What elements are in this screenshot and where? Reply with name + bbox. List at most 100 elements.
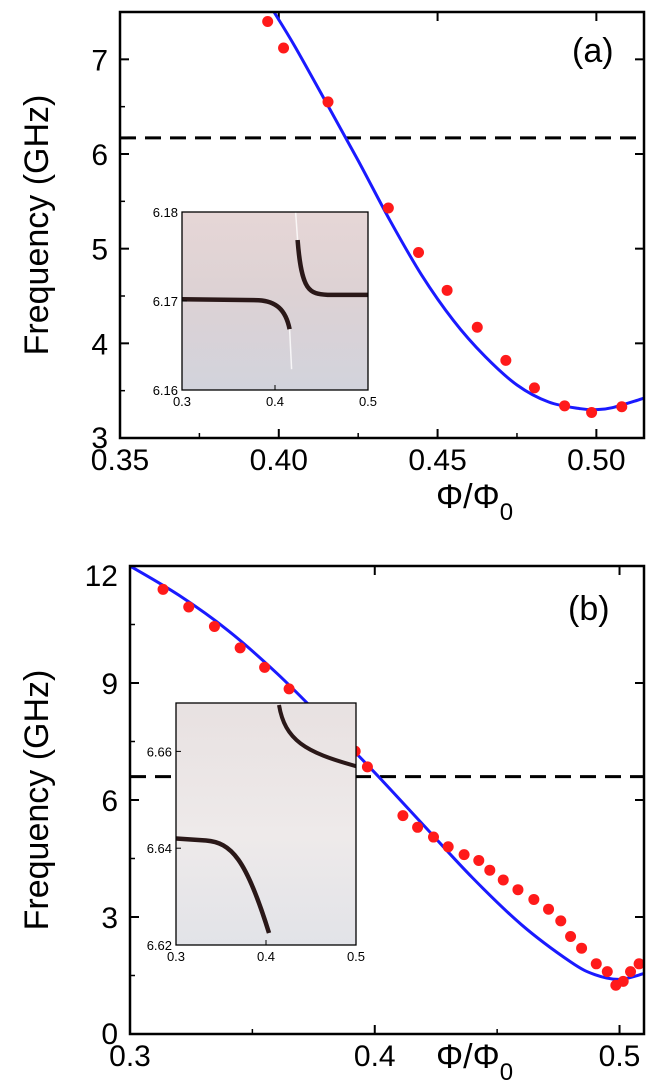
panel-b-ytick-label: 6 xyxy=(101,785,118,818)
panel-a-ylabel: Frequency (GHz) xyxy=(18,95,56,356)
panel-a-xtick-labels: 0.35 0.40 0.45 0.50 xyxy=(91,444,626,477)
panel-b-data-point xyxy=(283,683,295,695)
panel-b-data-points xyxy=(157,583,644,991)
panel-b-inset-xtick-label: 0.5 xyxy=(347,949,365,964)
panel-b-data-point xyxy=(512,884,524,896)
panel-b-data-point xyxy=(543,903,555,915)
panel-b-inset-ticks: 0.3 0.4 0.5 6.62 6.64 6.66 xyxy=(147,744,365,964)
panel-a-inset-right-branch-tail xyxy=(294,212,299,241)
panel-a-inset-ticks: 0.3 0.4 0.5 6.16 6.17 6.18 xyxy=(153,205,377,409)
panel-b-tag: (b) xyxy=(568,590,610,628)
panel-b-data-point xyxy=(259,661,271,673)
panel-a-inset-left-branch xyxy=(182,296,292,330)
panel-b-xtick-labels: 0.3 0.4 0.5 xyxy=(109,1040,640,1073)
panel-b: Frequency (GHz) 0 3 6 9 12 0.3 0.4 0.5 (b) Φ/Φ… xyxy=(18,560,646,1086)
panel-a-ytick-labels: 3 4 5 6 7 xyxy=(91,44,108,455)
panel-a-data-point xyxy=(471,321,483,333)
panel-b-data-point xyxy=(361,761,373,773)
panel-b-inset-ytick-label: 6.66 xyxy=(147,744,172,759)
panel-a-data-point xyxy=(382,202,394,214)
panel-b-xlabel-main: Φ/Φ xyxy=(436,1038,500,1076)
panel-b-inset-background xyxy=(176,703,356,945)
panel-b-data-point xyxy=(397,810,409,822)
panel-a-data-point xyxy=(278,42,290,54)
panel-b-inset-ytick-label: 6.64 xyxy=(147,841,172,856)
panel-a-data-point xyxy=(616,401,628,413)
panel-a-tag: (a) xyxy=(572,32,614,70)
panel-a-inset-ytick-label: 6.17 xyxy=(153,294,178,309)
panel-b-data-point xyxy=(428,831,440,843)
panel-b-data-point xyxy=(208,620,220,632)
panel-a-frame xyxy=(118,10,646,440)
panel-b-fit-curve xyxy=(130,566,644,981)
panel-a-data-point xyxy=(262,15,274,27)
panel-b-data-point xyxy=(484,864,496,876)
panel-a-ytick-label: 4 xyxy=(91,328,108,361)
panel-b-data-point xyxy=(565,931,577,942)
panel-b-data-point xyxy=(576,942,588,954)
panel-b-data-point xyxy=(528,893,540,905)
panel-b-frame xyxy=(128,564,646,1036)
panel-b-data-point xyxy=(234,642,246,654)
panel-b-xtick-label: 0.3 xyxy=(109,1040,151,1073)
panel-b-inset-left-branch xyxy=(176,836,272,934)
panel-a-xtick-label: 0.45 xyxy=(408,444,466,477)
panel-a-ytick-label: 6 xyxy=(91,139,108,172)
panel-a-data-point xyxy=(586,406,598,418)
panel-a-data-point xyxy=(441,284,453,296)
panel-a-xlabel-sub: 0 xyxy=(500,499,513,526)
panel-a-xtick-label: 0.40 xyxy=(250,444,308,477)
panel-b-xlabel: Φ/Φ0 xyxy=(436,1038,513,1086)
panel-b-ytick-label: 0 xyxy=(101,1018,118,1051)
panel-b-ytick-label: 3 xyxy=(101,902,118,935)
panel-a-xlabel-main: Φ/Φ xyxy=(436,478,500,516)
panel-b-data-point xyxy=(442,841,454,853)
panel-a-ytick-label: 5 xyxy=(91,234,108,267)
panel-b-ytick-label: 12 xyxy=(85,560,118,593)
panel-b-data-point xyxy=(157,583,169,595)
panel-b-data-point xyxy=(633,958,644,970)
panel-a-inset-left-branch-tail xyxy=(288,329,293,370)
panel-b-data-point xyxy=(458,849,470,861)
panel-b-data-point xyxy=(183,601,195,613)
panel-b-ytick-labels: 0 3 6 9 12 xyxy=(85,560,118,1051)
panel-a-inset-xtick-label: 0.5 xyxy=(359,394,377,409)
panel-a-data-point xyxy=(528,382,540,394)
panel-a-ytick-label: 3 xyxy=(91,422,108,455)
panel-b-data-point xyxy=(617,975,629,987)
panel-a-inset: 0.3 0.4 0.5 6.16 6.17 6.18 xyxy=(153,205,377,409)
panel-b-inset: 0.3 0.4 0.5 6.62 6.64 6.66 xyxy=(147,702,365,964)
panel-a-data-point xyxy=(322,96,334,108)
panel-a-inset-xtick-label: 0.3 xyxy=(173,394,191,409)
panel-b-inset-xtick-label: 0.3 xyxy=(167,949,185,964)
panel-b-data-point xyxy=(555,915,567,927)
panel-a-ytick-label: 7 xyxy=(91,44,108,77)
panel-b-data-point xyxy=(601,966,613,978)
panel-b-ylabel: Frequency (GHz) xyxy=(18,670,56,931)
panel-b-data-point xyxy=(625,966,637,978)
panel-a-xtick-label: 0.50 xyxy=(567,444,625,477)
panel-a-xtick-label: 0.35 xyxy=(91,444,149,477)
panel-a-inset-xtick-label: 0.4 xyxy=(266,394,284,409)
panel-a-inset-right-branch xyxy=(295,239,368,298)
panel-b-data-point xyxy=(590,958,602,970)
panel-a-inset-ytick-label: 6.16 xyxy=(153,383,178,398)
panel-b-ytick-label: 9 xyxy=(101,668,118,701)
panel-b-data-point xyxy=(412,821,424,833)
panel-b-data-point xyxy=(497,874,509,886)
panel-b-xlabel-sub: 0 xyxy=(500,1059,513,1086)
panel-a-data-point xyxy=(500,354,512,366)
panel-a-data-points xyxy=(262,15,628,418)
panel-a-data-point xyxy=(413,246,425,258)
panel-a-data-point xyxy=(559,400,571,412)
panel-a-xlabel: Φ/Φ0 xyxy=(436,478,513,526)
panel-b-inset-right-branch xyxy=(277,704,356,769)
panel-b-xtick-label: 0.5 xyxy=(599,1040,641,1073)
panel-b-data-point xyxy=(473,854,485,866)
panel-b-inset-ytick-label: 6.62 xyxy=(147,938,172,953)
panel-b-xtick-label: 0.4 xyxy=(354,1040,396,1073)
panel-a-inset-ytick-label: 6.18 xyxy=(153,205,178,220)
panel-b-inset-xtick-label: 0.4 xyxy=(257,949,275,964)
